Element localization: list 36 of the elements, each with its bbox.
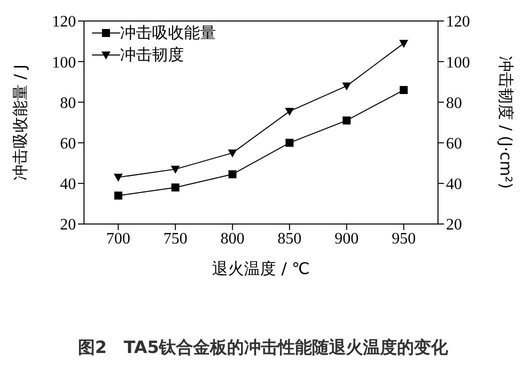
point — [170, 166, 180, 174]
y2-axis-title: 冲击韧度 / (J·cm²) — [496, 56, 516, 189]
point — [342, 116, 351, 124]
y2-tick-label: 80 — [446, 94, 462, 112]
point — [114, 192, 122, 200]
y-tick-label: 80 — [60, 94, 76, 112]
point — [114, 174, 123, 182]
x-tick-label: 700 — [106, 230, 130, 248]
legend-label: 冲击吸收能量 — [120, 22, 216, 44]
y2-tick-label: 100 — [446, 54, 470, 72]
y2-tick-label: 120 — [446, 14, 470, 31]
point — [171, 183, 180, 192]
x-tick-label: 750 — [163, 230, 188, 248]
y-tick-label: 100 — [52, 54, 76, 72]
caption: 图2 TA5钛合金板的冲击性能随退火温度的变化 — [76, 337, 450, 359]
x-tick-label: 900 — [334, 230, 359, 248]
y-axis-title: 冲击吸收能量 / J — [10, 64, 30, 181]
point — [400, 86, 408, 94]
y-tick-label: 40 — [60, 176, 76, 194]
y2-tick-label: 40 — [446, 176, 462, 194]
point — [342, 82, 352, 90]
legend-label: 冲击韧度 — [120, 44, 184, 66]
point — [399, 40, 408, 48]
x-tick-label: 850 — [278, 230, 302, 248]
x-tick-label: 800 — [220, 230, 244, 248]
y2-tick-label: 60 — [446, 135, 462, 152]
y-tick-label: 120 — [52, 14, 76, 31]
point — [286, 138, 294, 147]
x-tick-label: 950 — [392, 230, 416, 248]
point — [228, 149, 237, 158]
y-tick-label: 60 — [60, 135, 76, 152]
y2-tick-label: 20 — [446, 216, 462, 234]
x-axis-title: 退火温度 / ℃ — [212, 259, 310, 278]
y-tick-label: 20 — [60, 216, 76, 234]
point — [228, 170, 236, 178]
point — [285, 108, 294, 116]
